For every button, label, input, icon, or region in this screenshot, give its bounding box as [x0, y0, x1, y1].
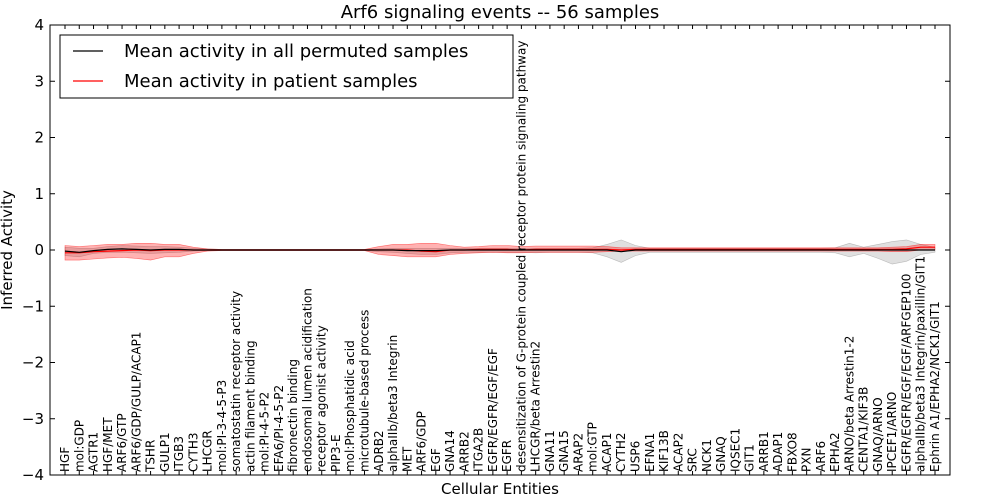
x-tick-label: receptor agonist activity	[315, 325, 329, 472]
x-tick-label: ITGA2B	[472, 428, 486, 472]
x-tick-label: ARAP2	[571, 433, 585, 472]
y-tick-label: −2	[22, 354, 44, 372]
x-tick-label: ITGB3	[172, 436, 186, 472]
x-tick-label: microtubule-based process	[358, 310, 372, 472]
x-tick-label: USP6	[628, 441, 642, 472]
legend-label: Mean activity in patient samples	[124, 71, 418, 92]
x-tick-label: ADRB2	[372, 430, 386, 472]
x-tick-label: HGF/MET	[101, 417, 115, 472]
x-tick-label: EGFR/EGFR/EGF/EGF	[486, 348, 500, 472]
y-axis-label: Inferred Activity	[0, 190, 16, 310]
x-tick-label: alphaIIb/beta3 Integrin	[386, 335, 400, 472]
x-tick-label: alphaIIb/beta3 Integrin/paxillin/GIT1	[914, 256, 928, 472]
legend-label: Mean activity in all permuted samples	[124, 41, 468, 62]
y-tick-label: 1	[34, 185, 44, 203]
x-tick-label: ACAP1	[600, 433, 614, 472]
permuted-mean-line	[64, 248, 935, 253]
x-tick-label: CYTH3	[186, 433, 200, 473]
x-tick-label: Ephrin A1/EPHA2/NCK1/GIT1	[928, 301, 942, 472]
x-tick-label: AGTR1	[87, 432, 101, 472]
x-tick-label: EPHA2	[828, 432, 842, 472]
x-tick-label: LHCGR/beta Arrestin2	[529, 341, 543, 472]
x-tick-label: LHCGR	[201, 430, 215, 472]
x-tick-label: GNAQ/ARNO	[871, 397, 885, 472]
x-tick-label: endosomal lumen acidification	[300, 288, 314, 472]
x-tick-label: ARRB1	[757, 431, 771, 472]
x-tick-label: ARRB2	[457, 431, 471, 472]
x-tick-label: EGFR	[500, 440, 514, 472]
x-tick-label: ACAP2	[671, 433, 685, 472]
x-tick-label: ARF6/GTP	[115, 413, 129, 472]
x-tick-label: EGFR/EGFR/EGF/EGF/ARFGEP100	[899, 274, 913, 472]
x-tick-label: ARF6/GDP/GULP/ACAP1	[129, 332, 143, 472]
y-tick-label: 2	[34, 129, 44, 147]
x-tick-label: CYTH2	[614, 433, 628, 473]
y-tick-label: −3	[22, 410, 44, 428]
x-tick-label: CENTA1/KIF3B	[857, 387, 871, 472]
x-tick-label: SRC	[686, 448, 700, 472]
x-tick-label: IQSEC1	[728, 428, 742, 472]
x-tick-label: ARF6	[814, 441, 828, 472]
x-tick-label: GNA15	[557, 430, 571, 472]
y-tick-label: −1	[22, 297, 44, 315]
x-tick-label: TSHR	[144, 440, 158, 473]
x-tick-label: EFNA1	[643, 433, 657, 472]
x-tick-label: GNAQ	[714, 436, 728, 472]
x-axis-label: Cellular Entities	[441, 480, 559, 498]
legend: Mean activity in all permuted samples Mea…	[59, 34, 514, 99]
x-tick-label: GNA14	[443, 430, 457, 472]
chart-title: Arf6 signaling events -- 56 samples	[341, 2, 660, 23]
x-tick-label: MET	[400, 446, 414, 472]
x-tick-label: desensitization of G-protein coupled rec…	[514, 41, 528, 472]
x-tick-label: ARF6/GDP	[415, 411, 429, 472]
x-tick-label: mol:PI-3-4-5-P3	[215, 380, 229, 472]
x-tick-label: EFA6/PI-4-5-P2	[272, 385, 286, 472]
x-tick-label: PIP3-E	[329, 434, 343, 472]
x-tick-label: GNA11	[543, 430, 557, 472]
x-tick-label: GIT1	[743, 444, 757, 472]
y-tick-label: −4	[22, 466, 44, 484]
y-tick-label: 0	[34, 241, 44, 259]
x-tick-label: PXN	[800, 448, 814, 472]
legend-box	[59, 34, 514, 99]
y-tick-label: 4	[34, 16, 44, 34]
x-tick-label: somatostatin receptor activity	[229, 291, 243, 472]
x-tick-label: NCK1	[700, 439, 714, 472]
x-tick-label: ADAP1	[771, 432, 785, 472]
x-tick-label: GULP1	[158, 432, 172, 472]
x-tick-label: EGF	[429, 448, 443, 472]
x-tick-label: ARNO/beta Arrestin1-2	[842, 336, 856, 472]
x-tick-label: KIF13B	[657, 430, 671, 472]
y-tick-label: 3	[34, 72, 44, 90]
x-tick-label: mol:GDP	[72, 420, 86, 472]
x-tick-label: mol:PI-4-5-P2	[258, 392, 272, 472]
x-tick-label: HGF	[58, 447, 72, 472]
x-tick-label: mol:Phosphatidic acid	[343, 340, 357, 472]
x-tick-label: IPCEF1/ARNO	[885, 392, 899, 472]
x-tick-label: fibronectin binding	[286, 359, 300, 472]
x-tick-label: actin filament binding	[243, 340, 257, 472]
x-tick-label: FBXO8	[785, 432, 799, 472]
x-tick-label: mol:GTP	[586, 422, 600, 472]
